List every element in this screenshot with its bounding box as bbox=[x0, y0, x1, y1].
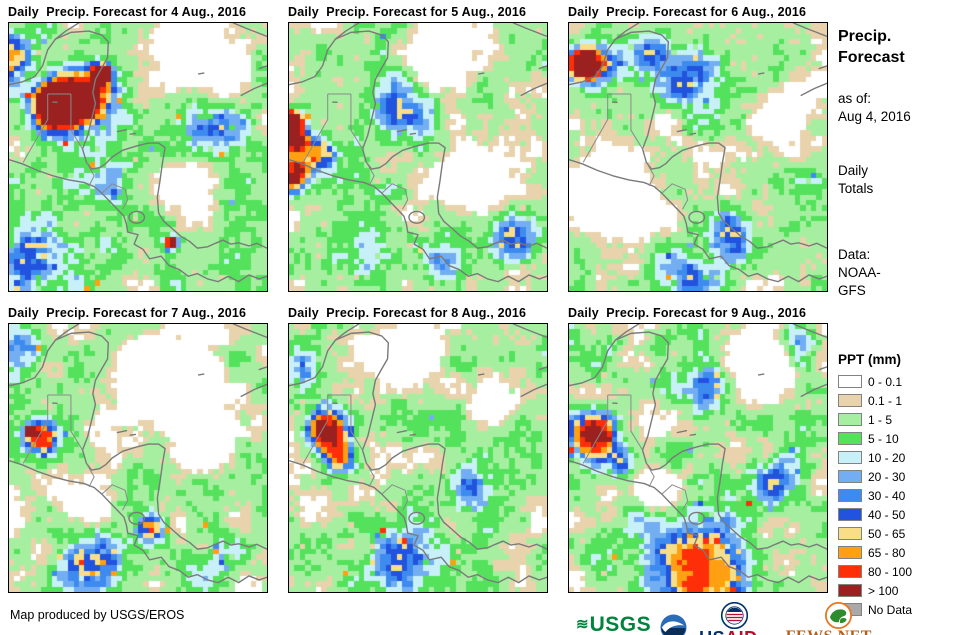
legend-entry: 5 - 10 bbox=[838, 429, 968, 448]
legend-label: 65 - 80 bbox=[868, 545, 906, 560]
legend-label: 10 - 20 bbox=[868, 450, 906, 465]
legend-label: 50 - 65 bbox=[868, 526, 906, 541]
legend-entry: 20 - 30 bbox=[838, 467, 968, 486]
legend-swatch bbox=[838, 527, 862, 540]
coastline-overlay bbox=[289, 324, 547, 592]
forecast-panel: Daily Precip. Forecast for 7 Aug., 2016 bbox=[8, 306, 268, 593]
usaid-seal-icon bbox=[721, 602, 749, 629]
legend-label: 5 - 10 bbox=[868, 431, 899, 446]
legend: PPT (mm) 0 - 0.1 0.1 - 1 1 - 5 5 - 10 10 - 2… bbox=[838, 352, 968, 619]
usgs-wave-icon: ≋ bbox=[576, 615, 589, 633]
legend-swatch bbox=[838, 565, 862, 578]
forecast-panel: Daily Precip. Forecast for 9 Aug., 2016 bbox=[568, 306, 828, 593]
panel-title: Daily Precip. Forecast for 5 Aug., 2016 bbox=[288, 5, 527, 19]
coastline-overlay bbox=[9, 23, 267, 291]
panel-title: Daily Precip. Forecast for 7 Aug., 2016 bbox=[8, 306, 247, 320]
usaid-logo: USAID FROM THE AMERICAN PEOPLE bbox=[696, 602, 774, 635]
usaid-wordmark-us: US bbox=[699, 628, 725, 635]
legend-entry: 80 - 100 bbox=[838, 562, 968, 581]
panel-title: Daily Precip. Forecast for 8 Aug., 2016 bbox=[288, 306, 527, 320]
legend-label: 0 - 0.1 bbox=[868, 374, 903, 389]
legend-entry: 40 - 50 bbox=[838, 505, 968, 524]
fewsnet-logo: FEWS NET FAMINE EARLY WARNING SYSTEMS NE… bbox=[783, 602, 895, 635]
legend-title: PPT (mm) bbox=[838, 352, 902, 367]
legend-swatch bbox=[838, 470, 862, 483]
noaa-seal-icon bbox=[660, 614, 687, 635]
legend-swatch bbox=[838, 413, 862, 426]
legend-entry: 1 - 5 bbox=[838, 410, 968, 429]
legend-entry: 0 - 0.1 bbox=[838, 372, 968, 391]
as-of-text: as of: Aug 4, 2016 bbox=[838, 91, 911, 124]
legend-entry: > 100 bbox=[838, 581, 968, 600]
footer-logos: ≋ USGS science for a changing world bbox=[576, 602, 895, 635]
panel-title: Daily Precip. Forecast for 6 Aug., 2016 bbox=[568, 5, 807, 19]
legend-rows: 0 - 0.1 0.1 - 1 1 - 5 5 - 10 10 - 20 20 - 30 3… bbox=[838, 372, 968, 619]
legend-label: 20 - 30 bbox=[868, 469, 906, 484]
usaid-wordmark-aid: AID bbox=[725, 628, 758, 635]
legend-label: 40 - 50 bbox=[868, 507, 906, 522]
precip-map bbox=[8, 323, 268, 593]
legend-label: No Data bbox=[868, 602, 913, 617]
precip-map bbox=[288, 22, 548, 292]
noaa-logo bbox=[660, 614, 687, 635]
panel-title: Daily Precip. Forecast for 9 Aug., 2016 bbox=[568, 306, 807, 320]
legend-swatch bbox=[838, 489, 862, 502]
precip-map bbox=[8, 22, 268, 292]
period-text: Daily Totals bbox=[838, 163, 874, 196]
fewsnet-wordmark: FEWS NET bbox=[786, 629, 895, 635]
forecast-panel: Daily Precip. Forecast for 6 Aug., 2016 bbox=[568, 5, 828, 292]
precip-map bbox=[568, 323, 828, 593]
fewsnet-globe-icon bbox=[825, 602, 853, 630]
panel-title: Daily Precip. Forecast for 4 Aug., 2016 bbox=[8, 5, 247, 19]
legend-entry: 0.1 - 1 bbox=[838, 391, 968, 410]
usgs-logo: ≋ USGS science for a changing world bbox=[576, 614, 651, 635]
legend-swatch bbox=[838, 432, 862, 445]
legend-swatch bbox=[838, 394, 862, 407]
legend-swatch bbox=[838, 584, 862, 597]
legend-label: 1 - 5 bbox=[868, 412, 893, 427]
coastline-overlay bbox=[569, 324, 827, 592]
usgs-wordmark: USGS bbox=[589, 612, 652, 635]
legend-label: 0.1 - 1 bbox=[868, 393, 903, 408]
legend-swatch bbox=[838, 451, 862, 464]
precip-map bbox=[568, 22, 828, 292]
forecast-panel: Daily Precip. Forecast for 5 Aug., 2016 bbox=[288, 5, 548, 292]
legend-label: 30 - 40 bbox=[868, 488, 906, 503]
coastline-overlay bbox=[289, 23, 547, 291]
legend-entry: 50 - 65 bbox=[838, 524, 968, 543]
data-source-text: Data: NOAA- GFS bbox=[838, 247, 881, 298]
legend-entry: 10 - 20 bbox=[838, 448, 968, 467]
legend-swatch bbox=[838, 508, 862, 521]
coastline-overlay bbox=[9, 324, 267, 592]
legend-label: > 100 bbox=[868, 583, 899, 598]
coastline-overlay bbox=[569, 23, 827, 291]
legend-entry: 65 - 80 bbox=[838, 543, 968, 562]
credit-text: Map produced by USGS/EROS bbox=[10, 608, 185, 622]
forecast-panel: Daily Precip. Forecast for 4 Aug., 2016 bbox=[8, 5, 268, 292]
precip-map bbox=[288, 323, 548, 593]
legend-swatch bbox=[838, 375, 862, 388]
legend-entry: 30 - 40 bbox=[838, 486, 968, 505]
forecast-panel: Daily Precip. Forecast for 8 Aug., 2016 bbox=[288, 306, 548, 593]
legend-swatch bbox=[838, 546, 862, 559]
product-title: Precip. Forecast bbox=[838, 28, 905, 66]
legend-label: 80 - 100 bbox=[868, 564, 913, 579]
